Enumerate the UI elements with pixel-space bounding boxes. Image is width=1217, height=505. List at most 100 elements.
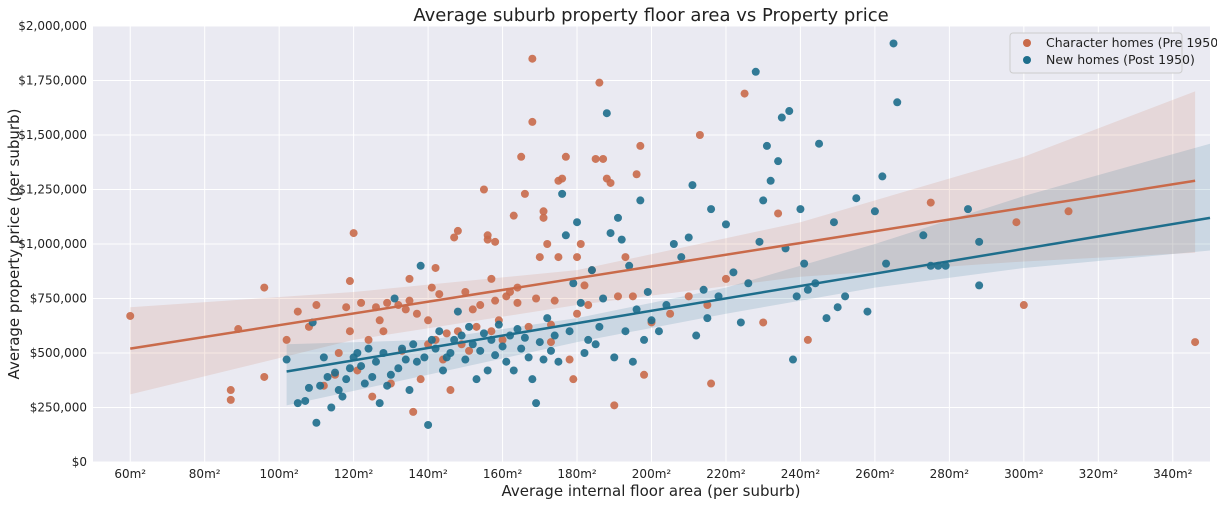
point-new-homes: [476, 346, 485, 355]
point-character-homes: [345, 277, 354, 286]
point-character-homes: [595, 78, 604, 87]
point-character-homes: [1064, 207, 1073, 216]
ci-band-new-homes: [286, 143, 1210, 406]
point-new-homes: [554, 357, 563, 366]
point-new-homes: [494, 320, 503, 329]
point-new-homes: [587, 266, 596, 275]
point-character-homes: [498, 335, 507, 344]
point-new-homes: [766, 176, 775, 185]
point-character-homes: [554, 253, 563, 262]
point-character-homes: [573, 253, 582, 262]
point-new-homes: [316, 381, 325, 390]
x-tick-label: 120m²: [334, 467, 374, 481]
point-new-homes: [465, 322, 474, 331]
data-points: [126, 39, 1200, 429]
point-new-homes: [576, 298, 585, 307]
point-new-homes: [841, 292, 850, 301]
point-new-homes: [703, 314, 712, 323]
point-new-homes: [409, 340, 418, 349]
point-new-homes: [919, 231, 928, 240]
point-character-homes: [349, 229, 358, 238]
regression-line-new-homes: [286, 216, 1211, 373]
x-tick-label: 220m²: [706, 467, 746, 481]
point-character-homes: [126, 311, 135, 320]
y-tick-label: $1,250,000: [18, 183, 87, 197]
point-character-homes: [610, 401, 619, 410]
point-character-homes: [636, 141, 645, 150]
point-new-homes: [833, 303, 842, 312]
point-character-homes: [759, 318, 768, 327]
point-new-homes: [353, 349, 362, 357]
point-new-homes: [707, 205, 716, 214]
x-tick-labels: 60m² 80m² 100m² 120m² 140m² 160m² 180m² 200m² 22…: [114, 467, 1192, 481]
point-new-homes: [684, 233, 693, 242]
point-character-homes: [528, 117, 537, 126]
point-character-homes: [226, 395, 235, 404]
point-new-homes: [394, 364, 403, 373]
point-new-homes: [647, 316, 656, 325]
point-new-homes: [692, 331, 701, 340]
point-new-homes: [688, 181, 697, 190]
point-character-homes: [383, 298, 392, 307]
point-character-homes: [528, 54, 537, 63]
point-new-homes: [543, 314, 552, 323]
point-new-homes: [815, 139, 824, 148]
point-new-homes: [621, 327, 630, 336]
point-new-homes: [412, 357, 421, 366]
point-new-homes: [502, 357, 511, 366]
point-character-homes: [606, 178, 615, 187]
point-new-homes: [513, 325, 522, 334]
point-new-homes: [420, 353, 429, 362]
point-character-homes: [640, 370, 649, 379]
point-new-homes: [792, 292, 801, 301]
point-new-homes: [669, 240, 678, 248]
point-new-homes: [654, 327, 663, 336]
point-new-homes: [483, 366, 492, 375]
point-character-homes: [926, 198, 935, 207]
point-character-homes: [740, 89, 749, 98]
point-character-homes: [345, 327, 354, 336]
point-new-homes: [453, 307, 462, 316]
confidence-bands: [130, 91, 1210, 406]
point-new-homes: [446, 349, 455, 357]
point-new-homes: [360, 379, 369, 388]
y-tick-label: $1,750,000: [18, 74, 87, 88]
point-character-homes: [550, 296, 559, 305]
point-new-homes: [617, 235, 626, 244]
x-tick-label: 60m²: [114, 467, 146, 481]
point-new-homes: [405, 386, 414, 395]
point-character-homes: [491, 296, 500, 305]
point-new-homes: [580, 349, 589, 357]
point-character-homes: [613, 292, 622, 301]
point-new-homes: [368, 372, 377, 381]
point-character-homes: [416, 375, 425, 384]
point-new-homes: [539, 355, 548, 364]
point-new-homes: [520, 333, 529, 342]
point-character-homes: [379, 327, 388, 336]
point-character-homes: [628, 292, 637, 301]
point-new-homes: [532, 399, 541, 408]
point-new-homes: [304, 383, 313, 392]
point-character-homes: [524, 322, 533, 331]
point-character-homes: [401, 305, 410, 314]
point-character-homes: [446, 386, 455, 395]
point-character-homes: [561, 152, 570, 161]
point-new-homes: [558, 189, 567, 198]
legend: Character homes (Pre 1950) New homes (Po…: [1009, 32, 1217, 74]
point-new-homes: [941, 261, 950, 270]
point-character-homes: [226, 386, 235, 395]
point-new-homes: [331, 368, 340, 377]
point-character-homes: [476, 301, 485, 310]
point-character-homes: [509, 211, 518, 220]
point-new-homes: [398, 344, 407, 353]
point-character-homes: [491, 237, 500, 246]
point-new-homes: [357, 362, 366, 371]
x-tick-label: 140m²: [408, 467, 448, 481]
point-character-homes: [517, 152, 526, 161]
point-character-homes: [409, 407, 418, 416]
point-new-homes: [610, 353, 619, 362]
point-character-homes: [312, 301, 321, 310]
point-character-homes: [539, 207, 548, 216]
point-character-homes: [569, 375, 578, 384]
